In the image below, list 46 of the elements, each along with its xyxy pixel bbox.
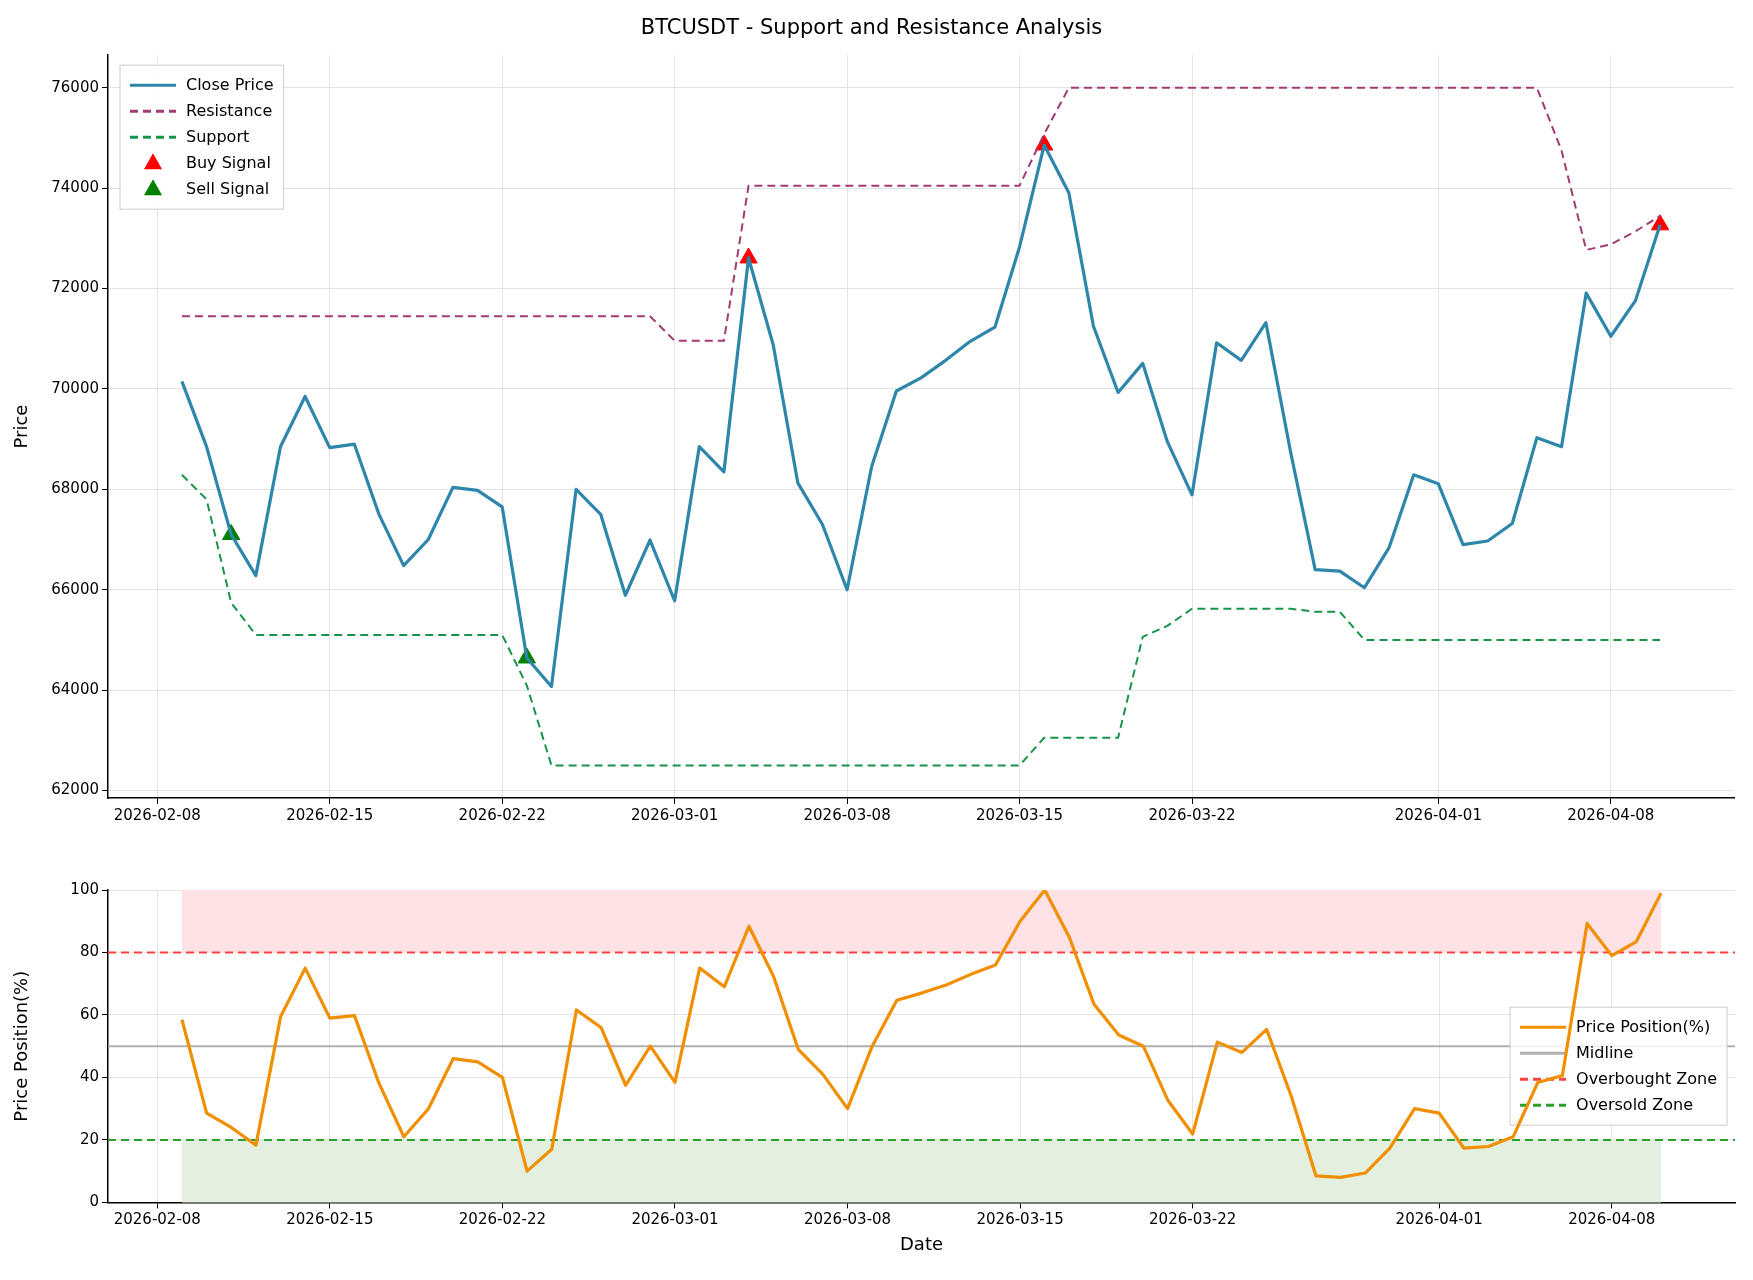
y-axis-title: Price [10,404,32,449]
x-tick-label: 2026-03-01 [631,1210,719,1229]
y-tick-label: 70000 [51,378,99,397]
legend-label: Overbought Zone [1576,1069,1718,1089]
x-tick-label: 2026-02-15 [286,805,374,824]
legend-label: Price Position(%) [1576,1017,1711,1037]
x-tick-label: 2026-02-08 [113,805,201,824]
y-tick-label: 0 [89,1192,99,1211]
x-tick-label: 2026-04-08 [1567,805,1655,824]
x-tick-label: 2026-03-08 [803,1210,892,1229]
y-tick-label: 20 [79,1129,99,1148]
x-tick-label: 2026-02-22 [458,805,546,824]
x-axis-title: Date [899,1232,944,1254]
x-tick-label: 2026-04-08 [1568,1210,1656,1229]
legend-label: Buy Signal [186,153,271,173]
y-tick-label: 80 [79,942,99,961]
x-tick-label: 2026-03-15 [976,1210,1064,1229]
y-tick-label: 76000 [51,77,99,96]
ref-line-label: Midline [1576,1043,1634,1063]
y-tick-label: 62000 [51,780,99,799]
y-tick-label: 64000 [51,679,99,698]
legend-label: Sell Signal [186,179,270,199]
y-tick-label: 72000 [51,278,99,297]
x-tick-label: 2026-02-15 [286,1210,374,1229]
y-tick-label: 40 [79,1067,99,1086]
y-tick-label: 60 [79,1004,99,1023]
x-tick-label: 2026-02-22 [458,1210,547,1229]
legend-label: Oversold Zone [1576,1095,1694,1115]
x-tick-label: 2026-04-01 [1394,805,1482,824]
x-tick-label: 2026-03-08 [803,805,891,824]
chart-title: BTCUSDT - Support and Resistance Analysis [640,15,1103,40]
x-tick-label: 2026-03-15 [975,805,1064,824]
legend-label: Support [186,127,250,147]
legend-label: Close Price [186,75,274,95]
y-tick-label: 66000 [51,579,99,598]
x-tick-label: 2026-03-22 [1148,805,1236,824]
y-tick-label: 100 [70,879,99,898]
legend-label: Resistance [186,101,273,121]
line-series [180,473,1662,767]
y-tick-label: 74000 [51,178,99,197]
x-tick-label: 2026-03-01 [631,805,719,824]
y-axis-title: Price Position(%) [10,970,32,1122]
x-tick-label: 2026-03-22 [1149,1210,1237,1229]
x-tick-label: 2026-04-01 [1395,1210,1483,1229]
x-tick-label: 2026-02-08 [113,1210,201,1229]
y-tick-label: 68000 [51,479,99,498]
